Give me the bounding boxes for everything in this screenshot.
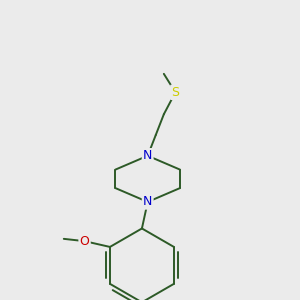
Text: N: N (143, 195, 152, 208)
Text: O: O (80, 235, 89, 248)
Text: N: N (143, 149, 152, 162)
Text: S: S (171, 86, 179, 99)
